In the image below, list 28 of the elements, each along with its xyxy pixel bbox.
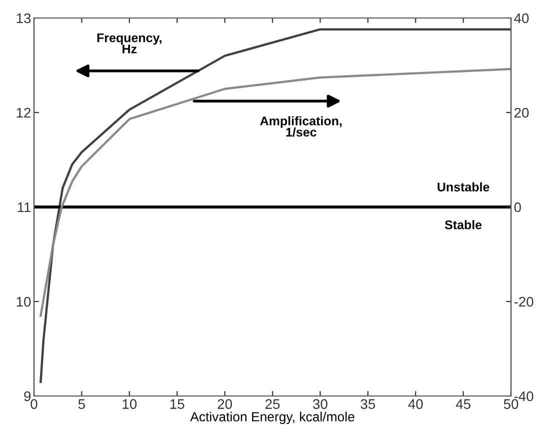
x-tick-label: 25 bbox=[265, 399, 280, 409]
x-tick-label: 5 bbox=[78, 399, 85, 409]
x-tick-label: 15 bbox=[170, 399, 184, 409]
x-tick-label: 50 bbox=[504, 399, 518, 409]
y2-tick-label: 0 bbox=[514, 202, 521, 212]
x-tick-label: 0 bbox=[30, 399, 38, 409]
x-tick-label: 20 bbox=[218, 399, 232, 409]
y-tick-label: 11 bbox=[18, 202, 31, 212]
x-tick-label: 35 bbox=[360, 399, 376, 409]
x-tick-label: 10 bbox=[122, 399, 137, 409]
x-axis-title: Activation Energy, kcal/mole bbox=[190, 412, 354, 424]
annotation: Unstable bbox=[438, 182, 490, 192]
annotation: Amplification, 1/sec bbox=[260, 116, 342, 137]
annotation: Frequency, Hz bbox=[97, 33, 162, 54]
y2-tick-label: -20 bbox=[514, 296, 534, 307]
x-tick-label: 45 bbox=[456, 399, 470, 409]
x-tick-label: 40 bbox=[408, 399, 423, 409]
y-tick-label: 9 bbox=[24, 391, 31, 402]
y2-tick-label: -40 bbox=[514, 391, 534, 402]
y-tick-label: 12 bbox=[16, 108, 31, 118]
line-series bbox=[40, 28, 511, 383]
y-tick-label: 13 bbox=[16, 13, 31, 24]
y-tick-label: 10 bbox=[16, 296, 31, 307]
line-series bbox=[40, 68, 511, 317]
y2-tick-label: 20 bbox=[514, 108, 529, 118]
x-tick-label: 30 bbox=[313, 399, 328, 409]
y2-tick-label: 40 bbox=[514, 13, 529, 24]
annotation: Stable bbox=[444, 220, 482, 230]
